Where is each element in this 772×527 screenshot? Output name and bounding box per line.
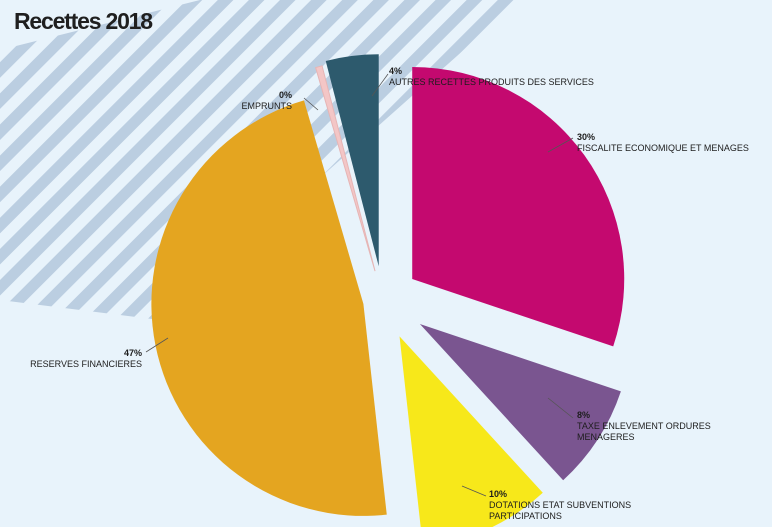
pie-slice-taxe xyxy=(419,323,621,481)
label-emprunts: 0% EMPRUNTS xyxy=(210,90,292,112)
slice-name-autres: AUTRES RECETTES PRODUITS DES SERVICES xyxy=(389,77,594,87)
slice-pct-reserves: 47% xyxy=(123,348,142,358)
pie-chart xyxy=(151,54,625,527)
leader-line-emprunts xyxy=(303,97,319,111)
leader-line-autres xyxy=(371,73,389,97)
pie-slice-reserves xyxy=(151,100,387,516)
slice-name-fiscalite: FISCALITE ECONOMIQUE ET MENAGES xyxy=(577,143,749,153)
leader-line-reserves xyxy=(145,337,169,353)
label-reserves: 47% RESERVES FINANCIERES xyxy=(10,348,142,370)
slice-name-dotations: DOTATIONS ETAT SUBVENTIONS PARTICIPATION… xyxy=(489,500,632,521)
slice-pct-autres: 4% xyxy=(389,66,403,76)
slice-name-emprunts: EMPRUNTS xyxy=(241,101,292,111)
pie-slice-autres xyxy=(325,54,379,267)
pie-slice-dotations xyxy=(399,336,543,527)
leader-line-taxe xyxy=(547,397,574,419)
label-fiscalite: 30% FISCALITE ECONOMIQUE ET MENAGES xyxy=(577,132,749,154)
pie-slice-emprunts xyxy=(314,65,376,272)
label-autres: 4% AUTRES RECETTES PRODUITS DES SERVICES xyxy=(389,66,594,88)
label-leaders xyxy=(145,73,574,497)
slice-pct-dotations: 10% xyxy=(489,489,508,499)
label-dotations: 10% DOTATIONS ETAT SUBVENTIONS PARTICIPA… xyxy=(489,489,669,522)
slice-pct-taxe: 8% xyxy=(577,410,591,420)
label-taxe: 8% TAXE ENLEVEMENT ORDURES MENAGERES xyxy=(577,410,762,443)
chart-title: Recettes 2018 xyxy=(14,8,153,34)
pie-slice-fiscalite xyxy=(412,66,625,347)
slice-pct-fiscalite: 30% xyxy=(577,132,596,142)
leader-line-fiscalite xyxy=(547,137,574,153)
leader-line-dotations xyxy=(461,485,487,497)
slice-name-taxe: TAXE ENLEVEMENT ORDURES MENAGERES xyxy=(577,421,711,442)
slice-pct-emprunts: 0% xyxy=(278,90,292,100)
slice-name-reserves: RESERVES FINANCIERES xyxy=(30,359,142,369)
